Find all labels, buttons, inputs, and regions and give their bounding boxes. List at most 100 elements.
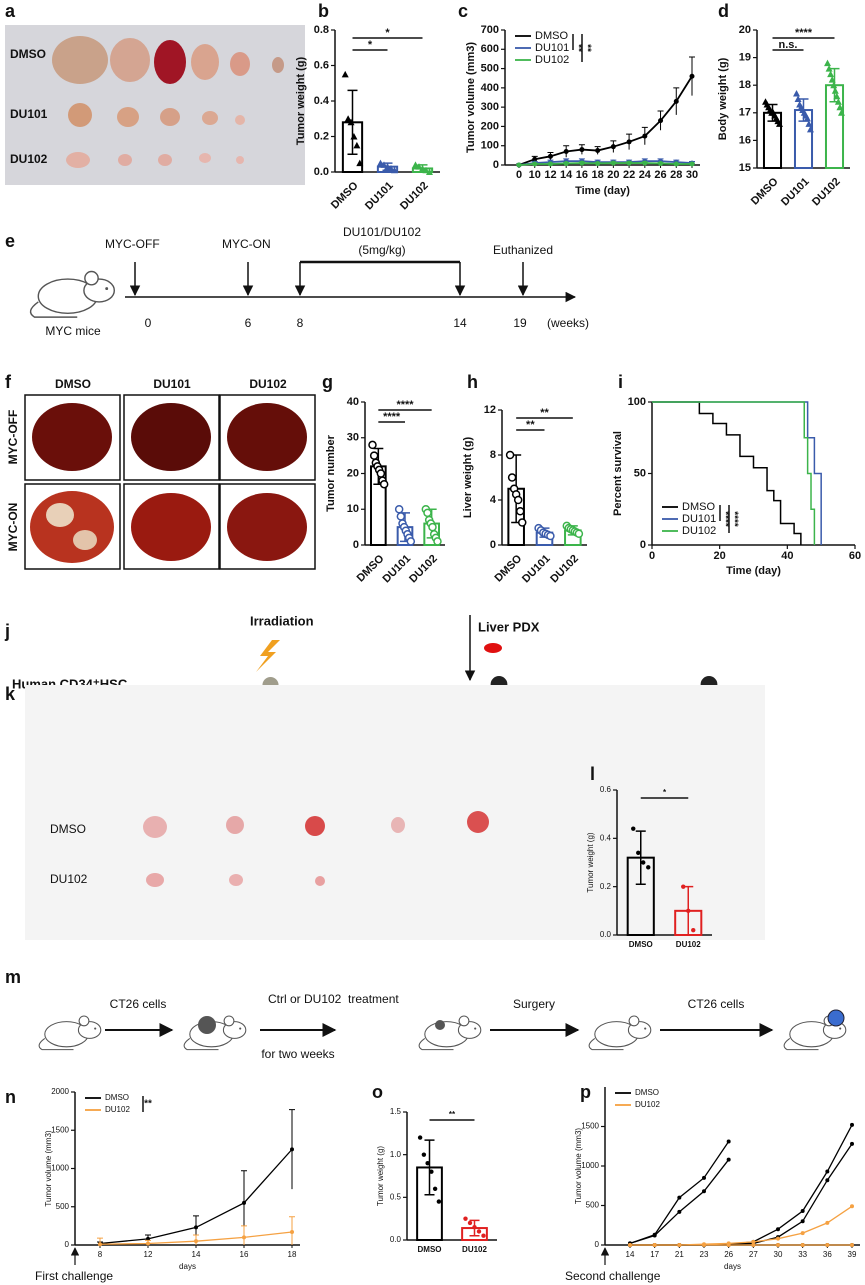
note: First challenge (35, 1269, 113, 1283)
point (681, 884, 686, 889)
mouse-icon (38, 1015, 102, 1051)
point (505, 450, 515, 460)
marker (800, 1231, 805, 1236)
significance-label: **** (719, 511, 730, 527)
step: CT26 cells (110, 997, 167, 1011)
panel-label: f (5, 372, 12, 392)
y-tick-label: 12 (484, 404, 496, 416)
significance-label: **** (795, 27, 813, 39)
x-tick-label: DU102 (462, 1245, 487, 1254)
survival-line (652, 401, 816, 545)
y-tick-label: 0.8 (314, 24, 329, 36)
legend-label: DU102 (682, 525, 716, 537)
x-tick-label: 24 (639, 169, 652, 181)
point (380, 161, 388, 168)
y-tick-label: 0 (353, 539, 359, 551)
legend-label: DU101 (682, 513, 716, 525)
marker (642, 160, 648, 166)
point (425, 1161, 430, 1166)
event: MYC-OFF (105, 237, 160, 251)
y-tick-label: 700 (481, 24, 499, 36)
point (806, 125, 814, 133)
point (837, 109, 845, 116)
x-tick-label: DMSO (329, 179, 361, 211)
panel-label: e (5, 231, 15, 251)
marker (702, 1243, 706, 1247)
marker (800, 1243, 805, 1247)
marker (242, 1200, 246, 1205)
y-tick-label: 18 (739, 79, 751, 91)
y-tick-label: 1500 (581, 1122, 599, 1131)
marker (563, 160, 569, 166)
x-tick-label: DU102 (810, 176, 843, 209)
point (507, 473, 517, 482)
row-label: MYC-OFF (6, 410, 20, 465)
legend-label: DMSO (635, 1088, 659, 1097)
marker (290, 1229, 294, 1234)
line (518, 162, 692, 166)
significance-label: ** (572, 44, 583, 52)
significance-label: n.s. (779, 39, 798, 51)
x-tick-label: 17 (650, 1250, 659, 1259)
point (831, 87, 839, 94)
x-tick-label: 18 (592, 169, 604, 181)
panel-label: b (318, 1, 329, 21)
row-label: DMSO (10, 47, 46, 61)
tumor (484, 643, 502, 653)
legend-label: DU102 (535, 54, 569, 66)
panel-label: o (372, 1082, 383, 1102)
marker (610, 160, 616, 166)
marker (726, 1139, 731, 1144)
point (472, 1225, 477, 1230)
point (412, 161, 419, 168)
line (518, 160, 693, 166)
point (805, 120, 813, 127)
significance-label: ** (526, 419, 535, 431)
point (341, 70, 349, 78)
marker (689, 73, 695, 79)
marker (628, 1243, 632, 1247)
y-tick-label: 0.4 (600, 833, 612, 842)
tumor (827, 1009, 845, 1027)
significance-label: **** (396, 399, 414, 411)
point (641, 860, 646, 865)
marker (626, 139, 632, 145)
x-tick-label: 0 (516, 169, 522, 181)
marker (673, 161, 679, 167)
marker (194, 1239, 198, 1244)
subject: MYC mice (45, 324, 101, 338)
y-tick-label: 1000 (51, 1164, 69, 1173)
legend-label: DU101 (535, 42, 569, 54)
y-axis-label: Body weight (g) (717, 57, 729, 140)
marker (702, 1175, 706, 1180)
point (368, 440, 377, 450)
x-tick-label: 28 (670, 169, 682, 181)
marker (642, 133, 648, 139)
marker (825, 1178, 830, 1183)
marker (595, 148, 601, 154)
livers (30, 403, 307, 563)
x-tick-label: DU102 (407, 553, 440, 586)
marker (563, 149, 569, 154)
point (574, 529, 584, 538)
y-tick-label: 1.0 (390, 1150, 402, 1159)
point (824, 59, 832, 67)
marker (98, 1242, 102, 1247)
marker (850, 1204, 854, 1209)
y-tick-label: 2000 (51, 1087, 69, 1096)
line (630, 1143, 853, 1246)
point (423, 508, 432, 518)
x-tick-label: DMSO (418, 1245, 442, 1254)
step: Irradiation (250, 613, 314, 628)
marker (516, 162, 522, 168)
point (391, 166, 398, 174)
significance-label: **** (383, 411, 401, 423)
x-tick-label: DU102 (548, 553, 581, 586)
legend-label: DU102 (105, 1105, 130, 1114)
point (775, 120, 783, 127)
marker (532, 156, 538, 162)
point (350, 133, 358, 140)
y-tick-label: 15 (739, 162, 751, 174)
x-tick-label: 30 (686, 169, 698, 181)
y-tick-label: 0 (65, 1240, 70, 1249)
